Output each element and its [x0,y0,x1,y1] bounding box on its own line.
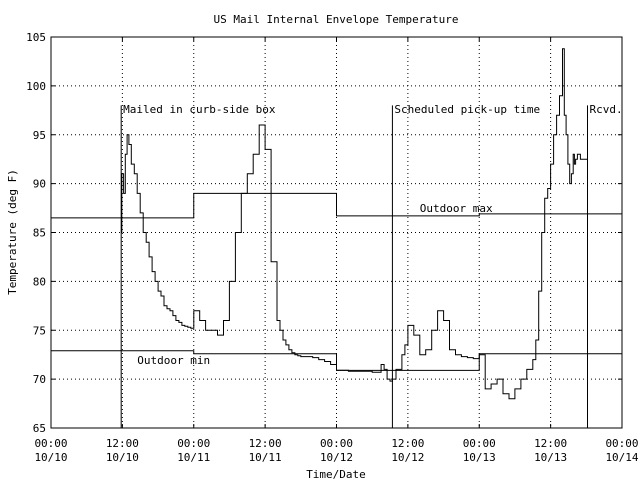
x-tick-label-date: 10/14 [605,451,638,464]
x-axis-label: Time/Date [306,468,366,480]
y-tick-label: 85 [33,227,46,240]
x-tick-label-date: 10/13 [463,451,496,464]
x-tick-label-time: 00:00 [320,437,353,450]
y-tick-label: 95 [33,129,46,142]
x-tick-label-time: 12:00 [249,437,282,450]
y-tick-label: 65 [33,422,46,435]
x-tick-label-time: 00:00 [605,437,638,450]
series [121,48,588,400]
chart-title: US Mail Internal Envelope Temperature [213,13,458,26]
x-tick-label-time: 00:00 [463,437,496,450]
y-tick-label: 75 [33,324,46,337]
y-tick-label: 100 [26,80,46,93]
plot-frame [50,36,623,429]
x-tick-label-date: 10/10 [106,451,139,464]
x-tick-label-date: 10/13 [534,451,567,464]
event-label: Rcvd. [590,103,623,116]
outdoor-max-label: Outdoor max [420,202,493,215]
x-tick-label-date: 10/10 [34,451,67,464]
y-axis-label: Temperature (deg F) [6,169,19,295]
envelope-temperature-line [121,48,588,400]
x-tick-label-time: 12:00 [106,437,139,450]
x-tick-label-date: 10/11 [249,451,282,464]
x-tick-label-date: 10/12 [320,451,353,464]
tick-labels: 6570758085909510010500:0010/1012:0010/10… [26,31,639,464]
outdoor-max-line [51,192,622,219]
y-tick-label: 105 [26,31,46,44]
y-tick-label: 80 [33,275,46,288]
x-tick-label-date: 10/12 [391,451,424,464]
x-tick-label-time: 00:00 [177,437,210,450]
event-label: Mailed in curb-side box [123,103,276,116]
x-tick-label-time: 12:00 [391,437,424,450]
x-tick-label-time: 00:00 [34,437,67,450]
x-tick-label-time: 12:00 [534,437,567,450]
event-label: Scheduled pick-up time [394,103,540,116]
outdoor-min-label: Outdoor min [137,354,210,367]
y-tick-label: 90 [33,178,46,191]
x-tick-label-date: 10/11 [177,451,210,464]
y-tick-label: 70 [33,373,46,386]
